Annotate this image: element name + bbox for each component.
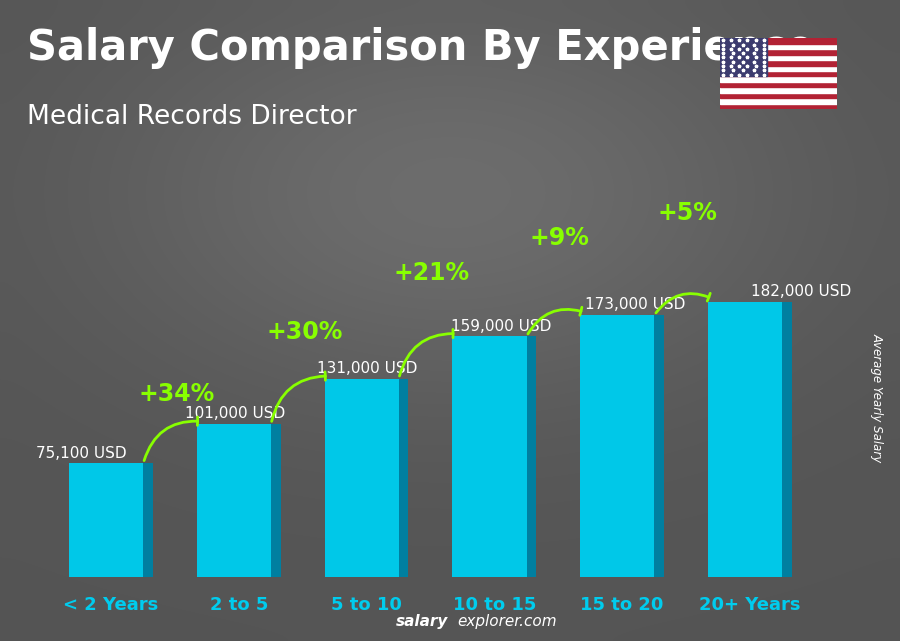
Bar bbox=[453, 337, 526, 577]
Text: 5 to 10: 5 to 10 bbox=[331, 596, 402, 614]
Bar bbox=[720, 104, 837, 109]
Polygon shape bbox=[271, 424, 281, 577]
Text: 75,100 USD: 75,100 USD bbox=[36, 445, 127, 460]
Text: 10 to 15: 10 to 15 bbox=[453, 596, 536, 614]
Text: < 2 Years: < 2 Years bbox=[63, 596, 158, 614]
Text: +5%: +5% bbox=[658, 201, 717, 224]
Bar bbox=[720, 71, 837, 76]
Bar bbox=[720, 87, 837, 93]
Bar bbox=[720, 82, 837, 87]
Text: explorer.com: explorer.com bbox=[457, 614, 557, 629]
Text: 2 to 5: 2 to 5 bbox=[210, 596, 268, 614]
Text: +34%: +34% bbox=[139, 381, 214, 406]
Bar bbox=[720, 38, 767, 76]
Bar bbox=[720, 49, 837, 54]
Text: 182,000 USD: 182,000 USD bbox=[752, 284, 851, 299]
Polygon shape bbox=[143, 463, 153, 577]
Text: Average Yearly Salary: Average Yearly Salary bbox=[871, 333, 884, 462]
Bar bbox=[69, 463, 143, 577]
Bar bbox=[720, 98, 837, 104]
Text: +21%: +21% bbox=[394, 261, 470, 285]
Bar bbox=[325, 379, 399, 577]
Polygon shape bbox=[399, 379, 409, 577]
Bar bbox=[720, 93, 837, 98]
Text: +30%: +30% bbox=[266, 320, 342, 344]
Polygon shape bbox=[654, 315, 664, 577]
Text: 15 to 20: 15 to 20 bbox=[580, 596, 663, 614]
Text: 20+ Years: 20+ Years bbox=[699, 596, 800, 614]
Text: +9%: +9% bbox=[530, 226, 590, 250]
Bar bbox=[197, 424, 271, 577]
Polygon shape bbox=[782, 301, 792, 577]
Text: Medical Records Director: Medical Records Director bbox=[27, 104, 356, 130]
Text: 131,000 USD: 131,000 USD bbox=[317, 361, 418, 376]
Bar bbox=[720, 76, 837, 82]
Text: salary: salary bbox=[396, 614, 448, 629]
Bar bbox=[720, 60, 837, 65]
Text: Salary Comparison By Experience: Salary Comparison By Experience bbox=[27, 27, 814, 69]
Text: 173,000 USD: 173,000 USD bbox=[585, 297, 686, 312]
Bar bbox=[580, 315, 654, 577]
Polygon shape bbox=[526, 337, 536, 577]
Bar bbox=[720, 44, 837, 49]
Bar bbox=[708, 301, 782, 577]
Text: 101,000 USD: 101,000 USD bbox=[185, 406, 285, 421]
Bar bbox=[720, 54, 837, 60]
Bar bbox=[720, 65, 837, 71]
Bar bbox=[720, 38, 837, 44]
Text: 159,000 USD: 159,000 USD bbox=[451, 319, 552, 333]
